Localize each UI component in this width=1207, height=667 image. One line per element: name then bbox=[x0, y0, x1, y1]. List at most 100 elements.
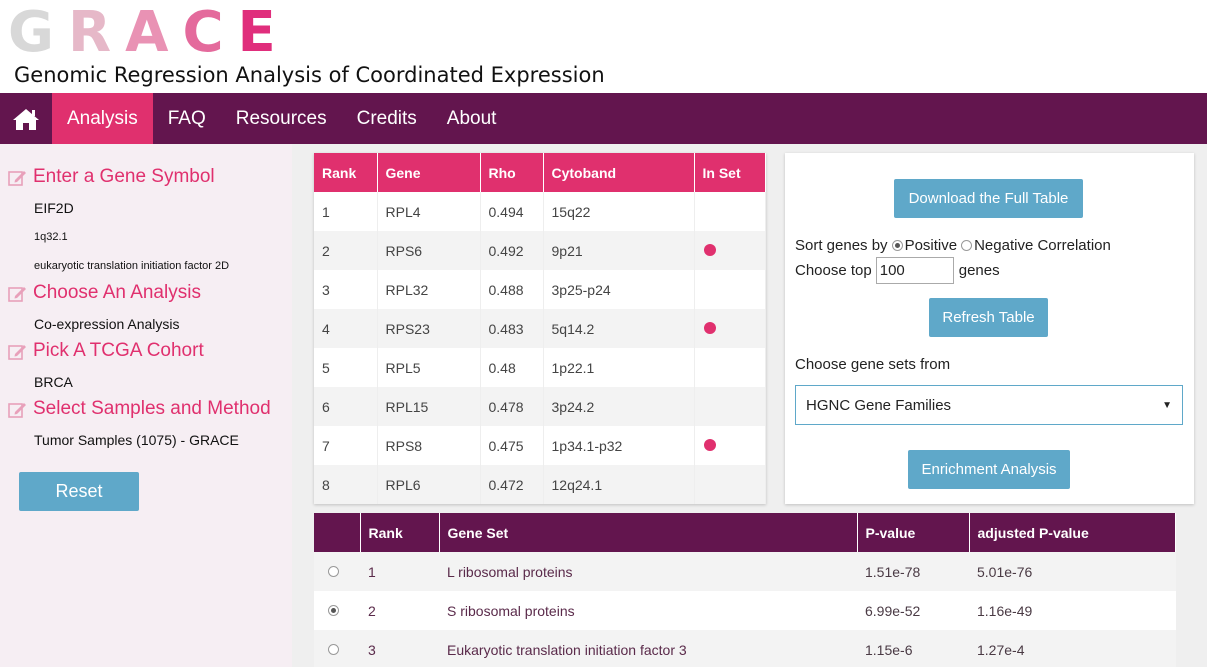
rank-cell: 5 bbox=[314, 348, 378, 387]
table-row[interactable]: 7 RPS8 0.475 1p34.1-p32 bbox=[314, 426, 766, 465]
gene-set-cell: Eukaryotic translation initiation factor… bbox=[439, 630, 857, 667]
gene-set-radio[interactable] bbox=[328, 604, 339, 616]
table-row[interactable]: 2 S ribosomal proteins 6.99e-52 1.16e-49 bbox=[314, 591, 1176, 630]
rank-cell: 2 bbox=[368, 602, 376, 619]
gene-set-radio[interactable] bbox=[328, 565, 339, 577]
negative-radio[interactable] bbox=[961, 239, 973, 251]
gene-cell: RPS6 bbox=[377, 231, 481, 270]
gene-set-cell: S ribosomal proteins bbox=[447, 602, 575, 619]
reset-button[interactable]: Reset bbox=[19, 472, 139, 511]
positive-label: Positive bbox=[904, 236, 958, 254]
gene-set-radio[interactable] bbox=[328, 643, 339, 655]
table-row[interactable]: 8 RPL6 0.472 12q24.1 bbox=[314, 465, 766, 504]
column-header-rank[interactable]: Rank bbox=[360, 513, 440, 552]
grace-logo[interactable]: GRACE bbox=[8, 2, 290, 64]
logo-letter: C bbox=[182, 0, 238, 65]
table-row[interactable]: 3 RPL32 0.488 3p25-p24 bbox=[314, 270, 766, 309]
cytoband-cell: 1p34.1-p32 bbox=[543, 426, 695, 465]
sidebar-step-cohort[interactable]: Pick A TCGA Cohort bbox=[8, 340, 204, 362]
column-header-rho[interactable]: Rho bbox=[480, 153, 544, 192]
in-set-cell bbox=[694, 270, 766, 309]
cytoband-cell: 3p25-p24 bbox=[543, 270, 695, 309]
column-header-in-set[interactable]: In Set bbox=[694, 153, 766, 192]
top-count-input[interactable]: 100 bbox=[875, 256, 954, 284]
cytoband-cell: 12q24.1 bbox=[543, 465, 695, 504]
analysis-value: Co-expression Analysis bbox=[34, 316, 180, 332]
table-row[interactable]: 3 Eukaryotic translation initiation facto… bbox=[314, 630, 1176, 667]
logo-letter: A bbox=[125, 0, 183, 65]
column-header-adjusted-pvalue[interactable]: adjusted P-value bbox=[969, 513, 1176, 552]
nav-resources[interactable]: Resources bbox=[235, 107, 327, 129]
gene-cell: RPL32 bbox=[377, 270, 481, 309]
in-set-cell bbox=[694, 231, 766, 270]
positive-radio[interactable] bbox=[891, 239, 903, 251]
gene-cell: RPL5 bbox=[377, 348, 481, 387]
rho-cell: 0.494 bbox=[480, 192, 544, 231]
home-icon bbox=[13, 108, 39, 130]
column-header-pvalue[interactable]: P-value bbox=[857, 513, 970, 552]
in-set-cell bbox=[694, 387, 766, 426]
nav-about[interactable]: About bbox=[446, 107, 497, 129]
cytoband-cell: 9p21 bbox=[543, 231, 695, 270]
gene-sets-selected: HGNC Gene Families bbox=[806, 396, 952, 414]
refresh-table-button[interactable]: Refresh Table bbox=[929, 298, 1048, 337]
nav-credits[interactable]: Credits bbox=[356, 107, 417, 129]
site-header: GRACE Genomic Regression Analysis of Coo… bbox=[0, 0, 1207, 93]
rank-cell: 3 bbox=[360, 630, 439, 667]
rank-cell: 2 bbox=[314, 231, 378, 270]
column-header-cytoband[interactable]: Cytoband bbox=[543, 153, 695, 192]
column-header-rank[interactable]: Rank bbox=[314, 153, 378, 192]
table-header-row: Rank Gene Rho Cytoband In Set bbox=[314, 153, 766, 192]
edit-icon bbox=[8, 170, 26, 186]
cytoband-cell: 1p22.1 bbox=[543, 348, 695, 387]
in-set-dot-icon bbox=[703, 243, 716, 256]
sort-row: Sort genes by Positive Negative Correlat… bbox=[795, 235, 1111, 255]
pvalue-cell: 6.99e-52 bbox=[865, 602, 921, 619]
table-row[interactable]: 2 RPS6 0.492 9p21 bbox=[314, 231, 766, 270]
gene-sets-label: Choose gene sets from bbox=[795, 355, 951, 373]
gene-cell: RPL4 bbox=[377, 192, 481, 231]
gene-set-table: Rank Gene Set P-value adjusted P-value 1… bbox=[314, 513, 1176, 667]
sidebar-heading: Pick A TCGA Cohort bbox=[33, 340, 204, 361]
sort-label: Sort genes by bbox=[795, 236, 888, 254]
sidebar-step-gene[interactable]: Enter a Gene Symbol bbox=[8, 166, 215, 188]
rho-cell: 0.478 bbox=[480, 387, 544, 426]
table-row[interactable]: 6 RPL15 0.478 3p24.2 bbox=[314, 387, 766, 426]
gene-location: 1q32.1 bbox=[34, 231, 68, 243]
download-table-button[interactable]: Download the Full Table bbox=[894, 179, 1083, 218]
pvalue-cell: 1.15e-6 bbox=[857, 630, 969, 667]
nav-analysis[interactable]: Analysis bbox=[52, 93, 153, 144]
rho-cell: 0.48 bbox=[480, 348, 544, 387]
in-set-cell bbox=[694, 348, 766, 387]
gene-cell: RPL15 bbox=[377, 387, 481, 426]
sidebar-heading: Choose An Analysis bbox=[33, 282, 201, 303]
column-header-gene-set[interactable]: Gene Set bbox=[439, 513, 858, 552]
enrichment-analysis-button[interactable]: Enrichment Analysis bbox=[908, 450, 1070, 489]
cytoband-cell: 3p24.2 bbox=[543, 387, 695, 426]
nav-home[interactable] bbox=[0, 93, 52, 144]
nav-faq[interactable]: FAQ bbox=[167, 107, 206, 129]
sidebar-step-samples[interactable]: Select Samples and Method bbox=[8, 398, 271, 420]
gene-cell: RPL6 bbox=[377, 465, 481, 504]
table-row[interactable]: 5 RPL5 0.48 1p22.1 bbox=[314, 348, 766, 387]
gene-cell: RPS8 bbox=[377, 426, 481, 465]
adjusted-pvalue-cell: 1.16e-49 bbox=[977, 602, 1033, 619]
column-header-select bbox=[314, 513, 361, 552]
rho-cell: 0.475 bbox=[480, 426, 544, 465]
site-subtitle: Genomic Regression Analysis of Coordinat… bbox=[14, 63, 605, 87]
column-header-gene[interactable]: Gene bbox=[377, 153, 481, 192]
gene-sets-select[interactable]: HGNC Gene Families ▼ bbox=[795, 385, 1183, 425]
select-cell bbox=[314, 591, 360, 630]
in-set-cell bbox=[694, 192, 766, 231]
sidebar-heading: Enter a Gene Symbol bbox=[33, 166, 215, 187]
top-row: Choose top 100 genes bbox=[795, 255, 1000, 285]
edit-icon bbox=[8, 402, 26, 418]
logo-letter: G bbox=[8, 0, 68, 65]
rank-cell: 1 bbox=[314, 192, 378, 231]
gene-set-cell: L ribosomal proteins bbox=[439, 552, 857, 591]
logo-letter: E bbox=[237, 0, 290, 65]
table-row[interactable]: 4 RPS23 0.483 5q14.2 bbox=[314, 309, 766, 348]
table-row[interactable]: 1 RPL4 0.494 15q22 bbox=[314, 192, 766, 231]
sidebar-step-analysis[interactable]: Choose An Analysis bbox=[8, 282, 201, 304]
